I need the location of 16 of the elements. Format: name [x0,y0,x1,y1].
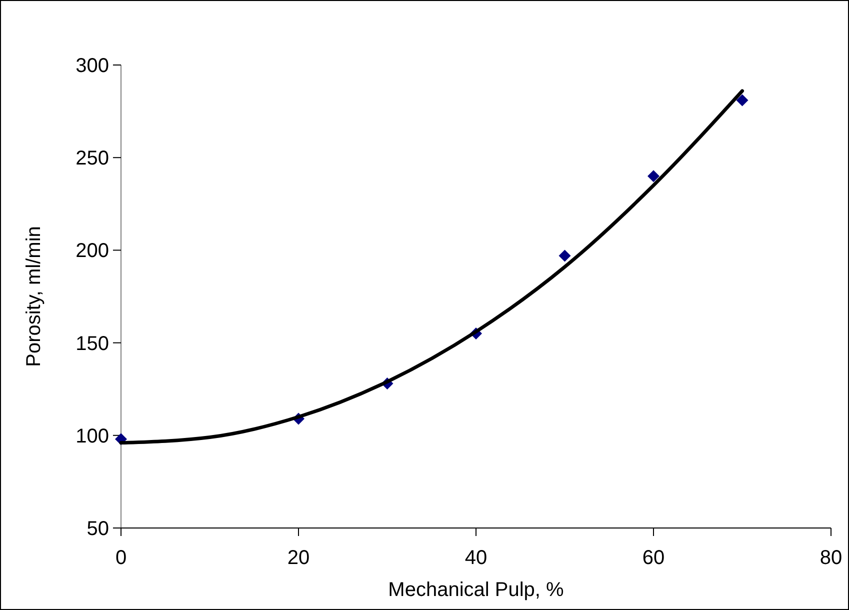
point [648,170,660,182]
x-tick-label: 60 [642,547,665,569]
y-tick-label: 300 [76,55,109,77]
y-tick-label: 100 [76,425,109,448]
y-tick-label: 200 [76,240,109,262]
y-tick-label: 250 [76,148,109,170]
y-axis-title: Porosity, ml/min [23,226,45,367]
x-tick-label: 80 [820,547,842,569]
x-tick-label: 40 [464,547,488,569]
y-tick-label: 150 [76,332,109,355]
x-tick-label: 0 [115,547,127,569]
x-axis-title: Mechanical Pulp, % [388,579,564,601]
point [736,94,748,106]
point [558,250,571,262]
y-tick-label: 50 [86,518,109,540]
x-tick-label: 20 [287,547,310,569]
